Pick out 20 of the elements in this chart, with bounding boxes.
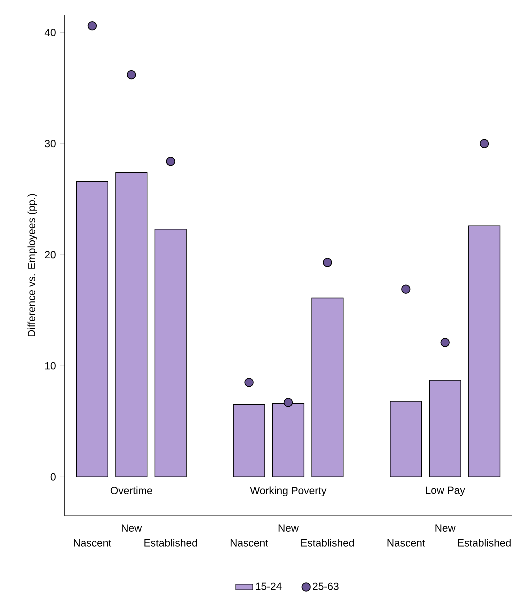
y-tick-label: 20 bbox=[45, 251, 56, 259]
annotation: Working Poverty bbox=[250, 486, 327, 497]
y-axis-title: Difference vs. Employees (pp.) bbox=[28, 194, 38, 337]
y-tick-label: 30 bbox=[45, 140, 56, 148]
annotation: Overtime bbox=[110, 486, 152, 494]
x-tick-label: Nascent bbox=[388, 540, 426, 547]
x-tick-label: Nascent bbox=[74, 540, 112, 547]
x-tick-label: Established bbox=[302, 539, 354, 547]
y-tick-label: 40 bbox=[44, 29, 56, 36]
y-tick-label: 10 bbox=[45, 362, 56, 370]
x-tick-label: New bbox=[278, 524, 299, 532]
legend-label: 15-24 bbox=[256, 582, 282, 590]
x-tick-label: Established bbox=[144, 539, 198, 547]
y-tick-label: 0 bbox=[50, 473, 56, 481]
x-tick-label: Established bbox=[458, 539, 511, 547]
legend-label: 25-63 bbox=[313, 582, 339, 590]
x-tick-label: New bbox=[436, 524, 456, 532]
annotation: Low Pay bbox=[426, 486, 466, 496]
x-tick-label: New bbox=[122, 524, 142, 532]
x-tick-label: Nascent bbox=[230, 540, 268, 547]
